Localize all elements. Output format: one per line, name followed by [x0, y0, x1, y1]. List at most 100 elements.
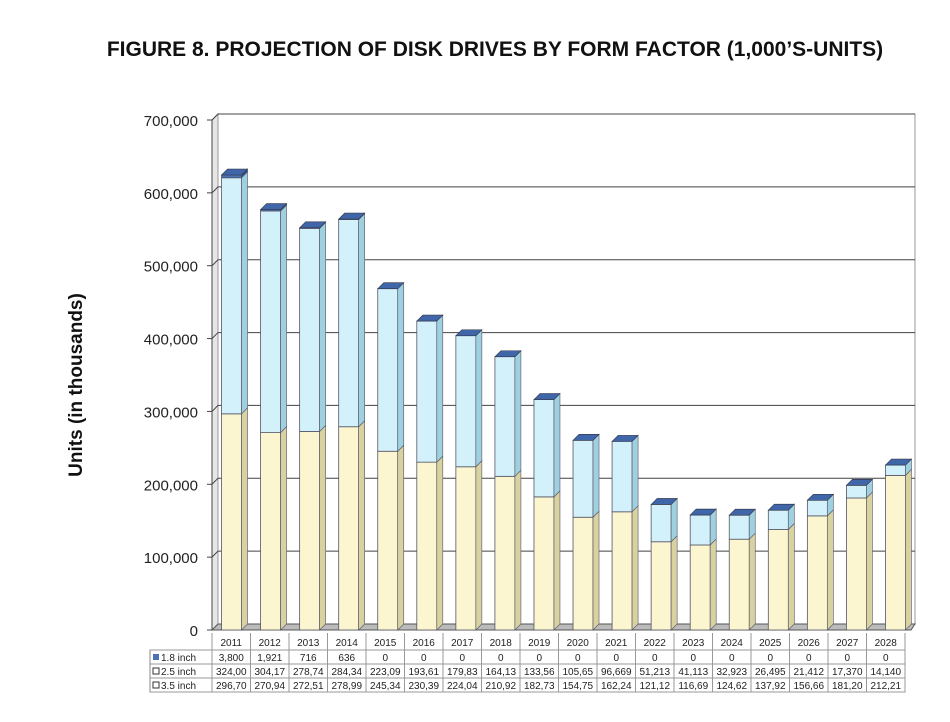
bar-top-cap-2016 [416, 314, 444, 322]
gridline [211, 113, 915, 121]
bar-2-5-inch-2011 [221, 177, 242, 415]
table-cell: 0 [498, 653, 504, 664]
bar-3-5-inch-2012 [260, 432, 281, 631]
table-cell: 14,140 [870, 667, 901, 678]
table-cell: 179,83 [447, 667, 478, 678]
legend-key-1-8-inch [153, 654, 159, 660]
bar-3-5-inch-2024 [728, 538, 750, 631]
bar-3-5-inch-2027 [846, 497, 867, 631]
bar-3-5-inch-2011-side [241, 407, 248, 631]
bar-2-5-inch-2026 [806, 499, 828, 517]
table-cell: 41,113 [678, 667, 708, 678]
bar-2-5-inch-2013-side [319, 221, 326, 433]
table-cell: 116,69 [678, 681, 708, 692]
bar-3-5-inch-2014-side [358, 420, 365, 631]
bar-2-5-inch-2015-side [397, 281, 405, 452]
bar-2-5-inch-2023 [689, 514, 711, 546]
gridline [211, 332, 915, 339]
bar-2-5-inch-2020-side [592, 433, 600, 518]
bar-3-5-inch-2016 [416, 461, 438, 631]
y-axis-title: Units (in thousands) [66, 293, 87, 477]
bar-3-5-inch-2022-side [670, 535, 678, 631]
bar-3-5-inch-2024-side [748, 532, 756, 631]
bar-3-5-inch-2023 [689, 544, 711, 631]
table-cell: 284,34 [331, 667, 362, 678]
table-cell: 0 [613, 653, 619, 664]
bar-2-5-inch-2021 [611, 440, 633, 513]
table-cell: 182,73 [524, 681, 555, 692]
bar-top-cap-2011 [220, 168, 249, 176]
bar-3-5-inch-2012-side [280, 425, 287, 631]
x-tick-label: 2025 [759, 638, 782, 649]
table-cell: 137,92 [755, 681, 786, 692]
table-cell: 124,62 [716, 681, 747, 692]
plot-back-wall [217, 113, 916, 625]
table-cell: 164,13 [485, 667, 516, 678]
table-cell: 121,12 [639, 681, 670, 692]
bar-3-5-inch-2026-side [827, 509, 834, 631]
bar-2-5-inch-2013 [299, 227, 321, 432]
table-cell: 0 [883, 653, 889, 664]
bar-3-5-inch-2021-side [631, 505, 639, 631]
table-cell: 278,99 [331, 681, 362, 692]
x-tick-label: 2024 [721, 638, 744, 649]
bar-top-cap-2028 [884, 458, 913, 466]
table-cell: 716 [300, 653, 317, 664]
table-cell: 0 [806, 653, 812, 664]
table-cell: 304,17 [254, 667, 285, 678]
table-cell: 0 [575, 653, 581, 664]
y-tick-label: 200,000 [144, 477, 198, 494]
x-tick-label: 2021 [605, 638, 628, 649]
table-cell: 230,39 [408, 681, 439, 692]
bar-3-5-inch-2019-side [553, 490, 561, 631]
bar-3-5-inch-2011 [221, 413, 242, 631]
gridline [211, 259, 915, 267]
table-cell: 270,94 [254, 681, 285, 692]
bar-3-5-inch-2023-side [709, 538, 717, 631]
x-tick-label: 2015 [374, 638, 397, 649]
bar-2-5-inch-2016-side [436, 314, 444, 463]
x-tick-label: 2014 [336, 638, 359, 649]
bar-top-cap-2013 [298, 221, 327, 229]
y-tick-label: 400,000 [144, 332, 198, 349]
bar-top-cap-2018 [494, 350, 522, 358]
bar-2-5-inch-2022 [650, 504, 672, 543]
bar-top-cap-2025 [767, 503, 796, 511]
bar-2-5-inch-2014 [338, 219, 360, 428]
table-cell: 26,495 [755, 667, 786, 678]
data-table [149, 649, 906, 693]
table-cell: 32,923 [716, 667, 747, 678]
bar-3-5-inch-2014 [338, 426, 360, 631]
table-cell: 0 [382, 653, 388, 664]
bar-top-cap-2026 [806, 493, 835, 501]
gridline [211, 404, 915, 412]
table-cell: 0 [459, 653, 465, 664]
bar-3-5-inch-2013 [299, 431, 321, 631]
bar-3-5-inch-2017-side [475, 460, 483, 631]
table-cell: 21,412 [793, 667, 824, 678]
x-tick-label: 2020 [567, 638, 590, 649]
table-cell: 0 [421, 653, 427, 664]
table-cell: 156,66 [793, 681, 824, 692]
table-cell: 0 [844, 653, 850, 664]
bar-top-cap-2014 [337, 212, 366, 220]
x-tick-label: 2017 [451, 638, 474, 649]
bar-2-5-inch-2021-side [631, 434, 639, 513]
x-tick-label: 2027 [836, 638, 859, 649]
bar-3-5-inch-2018-side [514, 469, 522, 631]
bar-2-5-inch-2019 [533, 399, 555, 498]
table-cell: 0 [729, 653, 735, 664]
bar-top-cap-2015 [377, 282, 405, 290]
table-cell: 245,34 [370, 681, 401, 692]
table-cell: 1,921 [257, 653, 282, 664]
bar-3-5-inch-2015-side [397, 444, 405, 631]
table-cell: 223,09 [370, 667, 401, 678]
bar-2-5-inch-2018-side [514, 350, 522, 478]
x-tick-label: 2012 [259, 638, 282, 649]
y-tick-label: 700,000 [144, 113, 198, 130]
bar-2-5-inch-2028 [885, 464, 906, 476]
table-cell: 17,370 [832, 667, 863, 678]
bar-3-5-inch-2026 [806, 515, 828, 631]
gridline [211, 186, 915, 194]
bar-2-5-inch-2017-side [475, 329, 483, 468]
